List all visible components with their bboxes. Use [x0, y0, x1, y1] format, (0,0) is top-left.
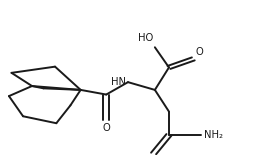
Text: O: O: [102, 123, 110, 133]
Text: O: O: [196, 46, 204, 57]
Text: NH₂: NH₂: [204, 130, 223, 140]
Text: HO: HO: [138, 33, 154, 43]
Text: HN: HN: [111, 77, 126, 87]
